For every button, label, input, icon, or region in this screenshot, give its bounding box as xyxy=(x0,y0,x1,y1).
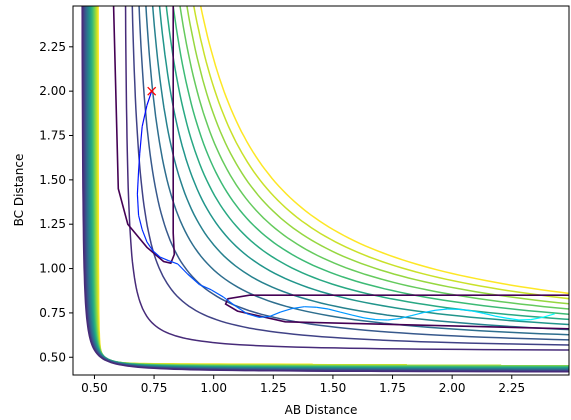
contour-line xyxy=(124,6,569,351)
trajectory-segment xyxy=(304,306,317,308)
contour-line xyxy=(186,6,569,305)
trajectory-segment xyxy=(423,309,436,314)
trajectory-path xyxy=(136,90,555,321)
trajectory-segment xyxy=(411,311,424,317)
trajectory-segment xyxy=(168,260,179,265)
contour-line xyxy=(165,6,569,321)
trajectory-segment xyxy=(222,296,236,307)
trajectory-segment xyxy=(328,308,341,313)
trajectory-segment xyxy=(316,306,329,310)
trajectory-segment xyxy=(152,250,161,258)
contour-line xyxy=(199,6,569,295)
trajectory-segment xyxy=(187,273,200,285)
contour-line xyxy=(131,6,569,346)
trajectory-segment xyxy=(530,316,543,321)
trajectory-segment xyxy=(399,314,412,320)
trajectory-segment xyxy=(146,241,154,252)
x-tick-label: 0.75 xyxy=(141,381,168,395)
contour-lines xyxy=(81,6,569,373)
x-tick-label: 1.50 xyxy=(320,381,347,395)
trajectory-segment xyxy=(351,314,365,319)
x-tick-label: 2.25 xyxy=(498,381,525,395)
y-tick-label: 0.50 xyxy=(39,350,66,364)
y-axis-label: BC Distance xyxy=(12,154,26,227)
trajectory-segment xyxy=(258,315,270,318)
plot-frame xyxy=(72,5,570,376)
x-axis-ticks: 0.50 0.75 1.00 1.25 1.50 1.75 2.00 2.25 xyxy=(81,375,525,395)
x-tick-label: 1.00 xyxy=(200,381,227,395)
y-tick-label: 1.00 xyxy=(39,262,66,276)
trajectory-segment xyxy=(471,310,484,314)
contour-line xyxy=(138,6,569,341)
contour-line xyxy=(91,6,569,368)
contour-line xyxy=(145,6,569,336)
contour-line xyxy=(193,6,569,300)
trajectory-segment xyxy=(139,126,143,154)
y-tick-label: 1.75 xyxy=(39,129,66,143)
start-marker-stroke xyxy=(147,86,157,96)
trajectory-segment xyxy=(136,170,140,195)
y-tick-label: 1.25 xyxy=(39,217,66,231)
contour-line xyxy=(85,6,569,371)
trajectory-segment xyxy=(137,153,141,172)
x-tick-label: 1.75 xyxy=(379,381,406,395)
trajectory-segment xyxy=(363,317,376,321)
trajectory-segment xyxy=(136,194,140,216)
x-tick-label: 0.50 xyxy=(81,381,108,395)
trajectory-segment xyxy=(269,311,281,318)
trajectory-segment xyxy=(506,317,520,321)
trajectory-segment xyxy=(280,307,293,313)
y-tick-label: 1.50 xyxy=(39,173,66,187)
y-tick-label: 0.75 xyxy=(39,306,66,320)
contour-line xyxy=(112,6,176,265)
contour-line xyxy=(94,6,569,367)
contour-line xyxy=(84,6,569,371)
y-tick-label: 2.00 xyxy=(39,84,66,98)
contour-line xyxy=(224,294,569,330)
trajectory-segment xyxy=(246,313,260,318)
trajectory-segment xyxy=(542,313,555,318)
trajectory-segment xyxy=(137,215,143,230)
y-axis-ticks: 0.50 0.75 1.00 1.25 1.50 1.75 2.00 2.25 xyxy=(39,40,73,364)
trajectory-segment xyxy=(435,308,448,311)
trajectory-segment xyxy=(483,312,496,317)
contour-line xyxy=(89,6,569,369)
x-tick-label: 2.00 xyxy=(439,381,466,395)
trajectory-segment xyxy=(459,308,472,312)
trajectory-segment xyxy=(159,256,169,262)
contour-line xyxy=(81,6,569,373)
trajectory-segment xyxy=(234,305,248,315)
contour-line xyxy=(172,6,569,315)
contour-line xyxy=(179,6,569,310)
trajectory-segment xyxy=(177,263,188,275)
x-axis-label: AB Distance xyxy=(285,403,358,417)
trajectory-segment xyxy=(494,315,508,319)
x-tick-label: 1.25 xyxy=(260,381,287,395)
trajectory-segment xyxy=(141,105,148,127)
start-marker xyxy=(147,86,157,96)
trajectory-segment xyxy=(146,90,153,106)
trajectory-segment xyxy=(211,289,224,298)
contour-line xyxy=(151,6,569,331)
trajectory-segment xyxy=(199,283,212,291)
contour-line xyxy=(158,6,569,326)
trajectory-segment xyxy=(292,306,305,310)
y-tick-label: 2.25 xyxy=(39,40,66,54)
contour-line xyxy=(97,6,313,365)
trajectory-segment xyxy=(141,229,148,243)
trajectory-segment xyxy=(339,311,353,316)
trajectory-segment xyxy=(387,317,400,321)
